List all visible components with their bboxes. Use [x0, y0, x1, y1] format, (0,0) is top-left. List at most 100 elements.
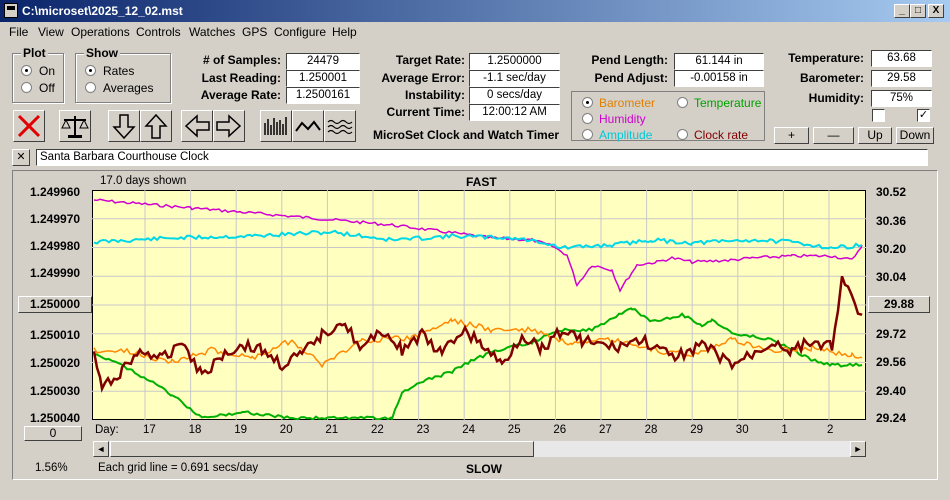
scroll-thumb[interactable] — [110, 441, 534, 457]
show-averages-radio[interactable] — [85, 82, 96, 93]
menu-view[interactable]: View — [38, 25, 64, 39]
last-reading-field: 1.250001 — [286, 70, 360, 87]
plot-group-label: Plot — [21, 46, 48, 60]
down-button[interactable]: Down — [896, 127, 934, 144]
sensor-select-group: Barometer Temperature Humidity Amplitude… — [571, 91, 765, 142]
right-tick-3: 30.04 — [876, 270, 907, 284]
right-tick-7: 29.40 — [876, 384, 907, 398]
humidity-line — [93, 198, 863, 293]
red-x-icon — [17, 114, 41, 138]
day-tick: 18 — [188, 424, 202, 436]
day-tick: 27 — [599, 424, 612, 436]
pend-length-label: Pend Length: — [591, 53, 668, 67]
clock-rate-option-label: Clock rate — [694, 128, 749, 142]
center-rate-button[interactable]: 1.250000 — [18, 296, 92, 313]
temperature-label: Temperature: — [788, 51, 864, 65]
day-tick: 17 — [143, 424, 156, 436]
scroll-left-button[interactable]: ◄ — [93, 441, 109, 457]
plot-on-radio[interactable] — [21, 65, 32, 76]
balance-scale-icon — [61, 116, 89, 138]
menu-file[interactable]: File — [9, 25, 29, 39]
day-tick: 28 — [644, 424, 658, 436]
arrow-up-button[interactable] — [140, 110, 172, 142]
right-tick-8: 29.24 — [876, 411, 907, 425]
left-tick-2: 1.249980 — [30, 239, 81, 253]
bars-view-button[interactable] — [260, 110, 292, 142]
left-tick-3: 1.249990 — [30, 266, 81, 280]
menu-help[interactable]: Help — [332, 25, 357, 39]
menu-controls[interactable]: Controls — [136, 25, 181, 39]
humidity-option-label: Humidity — [599, 112, 646, 126]
average-error-field: -1.1 sec/day — [469, 70, 560, 87]
left-tick-0: 1.249960 — [30, 185, 81, 199]
plus-button[interactable]: + — [774, 127, 809, 144]
average-error-label: Average Error: — [381, 71, 465, 85]
checkbox-right[interactable]: ✓ — [917, 109, 930, 122]
show-rates-radio[interactable] — [85, 65, 96, 76]
up-button[interactable]: Up — [858, 127, 892, 144]
humidity-field: 75% — [871, 90, 932, 107]
menu-configure[interactable]: Configure — [274, 25, 327, 39]
maximize-button[interactable]: □ — [910, 4, 926, 18]
clear-button[interactable] — [13, 110, 45, 142]
slow-label: SLOW — [466, 462, 502, 476]
menu-watches[interactable]: Watches — [189, 25, 236, 39]
menu-operations[interactable]: Operations — [71, 25, 130, 39]
right-tick-2: 30.20 — [876, 242, 907, 256]
smooth-view-button[interactable] — [324, 110, 356, 142]
instability-field: 0 secs/day — [469, 87, 560, 104]
day-tick: 25 — [507, 424, 521, 436]
day-tick: 23 — [416, 424, 430, 436]
day-tick: 24 — [462, 424, 475, 436]
day-tick: 22 — [371, 424, 384, 436]
plot-off-radio[interactable] — [21, 82, 32, 93]
line-view-button[interactable] — [292, 110, 324, 142]
target-rate-field[interactable]: 1.2500000 — [469, 53, 560, 70]
day-tick: 19 — [234, 424, 247, 436]
last-reading-label: Last Reading: — [201, 71, 281, 85]
barometer-radio[interactable] — [582, 97, 593, 108]
day-tick: 26 — [553, 424, 567, 436]
app-icon — [4, 3, 18, 18]
current-time-label: Current Time: — [386, 105, 465, 119]
horizontal-scrollbar[interactable]: ◄ ► — [93, 441, 866, 457]
balance-button[interactable] — [59, 110, 91, 142]
fast-label: FAST — [466, 175, 497, 189]
multi-wave-icon — [327, 119, 353, 135]
temperature-radio[interactable] — [677, 97, 688, 108]
scroll-right-button[interactable]: ► — [850, 441, 866, 457]
amplitude-line — [93, 229, 863, 250]
amplitude-radio[interactable] — [582, 129, 593, 140]
humidity-radio[interactable] — [582, 113, 593, 124]
arrow-down-button[interactable] — [108, 110, 140, 142]
close-window-button[interactable]: X — [928, 4, 944, 18]
checkbox-left[interactable] — [872, 109, 885, 122]
clock-rate-line — [92, 275, 863, 393]
pend-length-field[interactable]: 61.144 in — [674, 53, 764, 70]
day-tick: 21 — [325, 424, 339, 436]
plot-area — [92, 190, 866, 420]
right-tick-0: 30.52 — [876, 185, 907, 199]
days-shown-label: 17.0 days shown — [100, 175, 187, 187]
clock-rate-radio[interactable] — [677, 129, 688, 140]
arrow-right-button[interactable] — [213, 110, 245, 142]
day-tick: 29 — [690, 424, 703, 436]
arrow-left-button[interactable] — [181, 110, 213, 142]
arrow-left-icon — [184, 114, 210, 138]
watch-name-field[interactable]: Santa Barbara Courthouse Clock — [36, 149, 928, 166]
zero-button[interactable]: 0 — [24, 426, 82, 441]
clear-watch-button[interactable]: ✕ — [12, 149, 30, 166]
minimize-button[interactable]: _ — [894, 4, 910, 18]
plot-on-label: On — [39, 64, 56, 78]
samples-label: # of Samples: — [202, 53, 281, 67]
menu-gps[interactable]: GPS — [242, 25, 268, 39]
menu-bar: File View Operations Controls Watches GP… — [0, 22, 950, 42]
instability-label: Instability: — [404, 88, 465, 102]
center-baro-button[interactable]: 29.88 — [868, 296, 930, 313]
target-rate-label: Target Rate: — [395, 53, 465, 67]
right-tick-1: 30.36 — [876, 214, 907, 228]
left-tick-5: 1.250010 — [30, 328, 81, 342]
minus-button[interactable]: — — [813, 127, 854, 144]
temperature-option-label: Temperature — [694, 96, 762, 110]
humidity-label: Humidity: — [808, 91, 864, 105]
